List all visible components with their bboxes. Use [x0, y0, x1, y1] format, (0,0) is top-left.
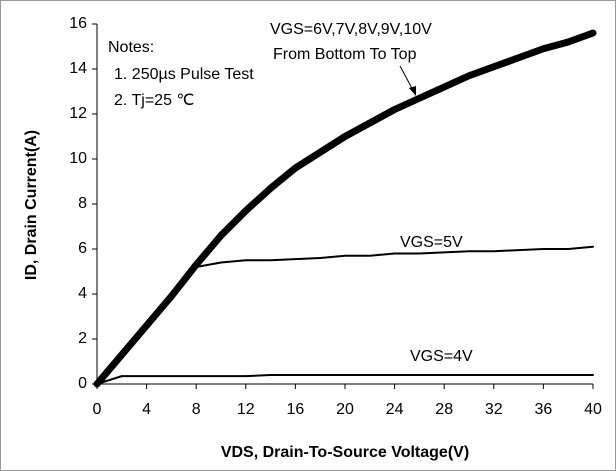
line-series	[96, 245, 594, 385]
y-tick-label: 16	[69, 15, 87, 32]
note: Notes:	[108, 39, 154, 56]
x-tick-label: 0	[93, 401, 102, 418]
annotation: From Bottom To Top	[273, 46, 417, 63]
y-tick-label: 10	[69, 150, 87, 167]
x-tick-label: 36	[535, 401, 553, 418]
y-tick-label: 12	[69, 105, 87, 122]
x-tick-label: 12	[237, 401, 255, 418]
series-label: VGS=6V,7V,8V,9V,10V	[270, 21, 432, 38]
y-tick-label: 2	[78, 330, 87, 347]
x-tick-label: 24	[386, 401, 404, 418]
x-tick-label: 40	[584, 401, 602, 418]
y-axis-title: ID, Drain Current(A)	[23, 130, 40, 280]
x-tick-label: 16	[287, 401, 305, 418]
arrow-head	[409, 86, 416, 96]
y-tick-label: 0	[78, 375, 87, 392]
y-tick-label: 8	[78, 195, 87, 212]
y-tick-label: 14	[69, 60, 87, 77]
series-label: VGS=4V	[410, 348, 473, 365]
line-series	[96, 374, 594, 385]
x-tick-label: 20	[336, 401, 354, 418]
x-axis-title: VDS, Drain-To-Source Voltage(V)	[221, 444, 469, 461]
x-tick-label: 8	[192, 401, 201, 418]
y-tick-label: 6	[78, 240, 87, 257]
note: 2. Tj=25 ℃	[114, 92, 194, 109]
note: 1. 250µs Pulse Test	[114, 66, 254, 83]
x-tick-label: 32	[485, 401, 503, 418]
x-tick-label: 4	[142, 401, 151, 418]
y-tick-label: 4	[78, 285, 87, 302]
series-label: VGS=5V	[400, 234, 463, 251]
x-tick-label: 28	[435, 401, 453, 418]
